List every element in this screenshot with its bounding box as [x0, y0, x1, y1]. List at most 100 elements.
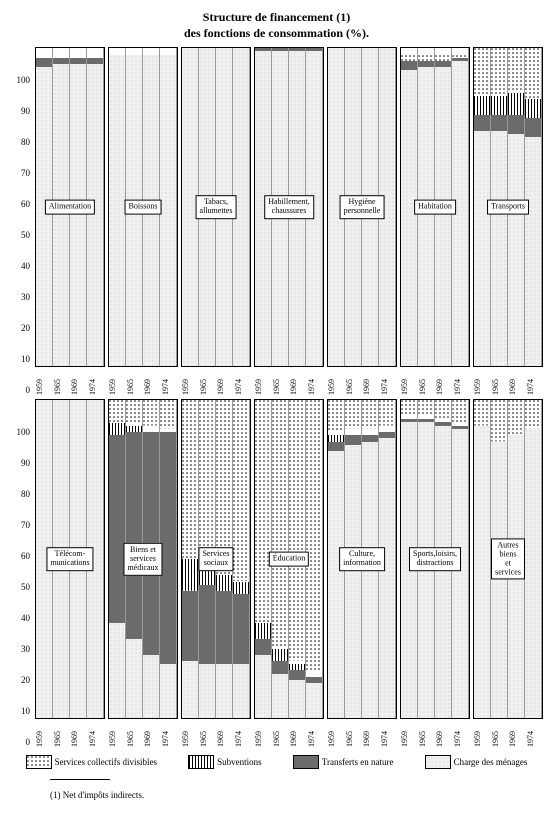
y-tick: 80	[10, 489, 30, 499]
segment-menages	[401, 70, 417, 366]
panel-label: Transports	[487, 200, 529, 215]
segment-menages	[474, 426, 490, 719]
segment-subventions	[474, 96, 490, 115]
panel: Hygiène personnelle1959196519691974	[327, 47, 397, 395]
x-tick: 1969	[70, 369, 88, 395]
y-tick: 20	[10, 675, 30, 685]
x-tick: 1974	[380, 369, 398, 395]
y-tick: 90	[10, 458, 30, 468]
panel: Tabacs, allumettes1959196519691974	[181, 47, 251, 395]
segment-services	[328, 400, 344, 432]
x-tick: 1959	[254, 369, 272, 395]
x-tick: 1965	[199, 369, 217, 395]
segment-transferts	[525, 118, 541, 137]
footnote: (1) Net d'impôts indirects.	[50, 790, 543, 800]
segment-menages	[36, 67, 52, 366]
segment-menages	[508, 134, 524, 366]
segment-transferts	[474, 115, 490, 131]
x-tick: 1965	[418, 721, 436, 747]
panel-label: Éducation	[269, 552, 309, 567]
segment-subventions	[272, 648, 288, 661]
panel: Éducation 1959196519691974	[254, 399, 324, 747]
x-tick: 1959	[108, 721, 126, 747]
panel: Sports,loisirs, distractions195919651969…	[400, 399, 470, 747]
bar	[474, 400, 491, 718]
segment-menages	[233, 664, 249, 718]
title-line1: Structure de financement (1)	[10, 10, 543, 26]
segment-menages	[126, 639, 142, 719]
x-tick: 1965	[199, 721, 217, 747]
x-labels: 1959196519691974	[254, 721, 324, 747]
segment-services	[362, 400, 378, 429]
panel-label: Tabacs, allumettes	[196, 195, 237, 219]
segment-transferts	[289, 670, 305, 680]
segment-menages	[452, 429, 468, 718]
segment-menages	[160, 664, 176, 718]
panel-label: Alimentation	[45, 200, 95, 215]
x-tick: 1974	[307, 721, 325, 747]
x-tick: 1965	[345, 369, 363, 395]
x-tick: 1965	[53, 369, 71, 395]
x-tick: 1969	[508, 721, 526, 747]
segment-subventions	[109, 422, 125, 435]
panel-label: Habillement, chaussures	[264, 195, 314, 219]
panel-label: Boissons	[125, 200, 162, 215]
bars: Biens et services médicaux	[108, 399, 178, 719]
legend-item: Transferts en nature	[293, 755, 394, 769]
legend-swatch	[26, 755, 52, 769]
segment-menages	[160, 55, 176, 367]
chart-grid: 1009080706050403020100Alimentation195919…	[10, 47, 543, 747]
x-tick: 1974	[526, 369, 544, 395]
x-labels: 1959196519691974	[327, 721, 397, 747]
x-tick: 1959	[473, 721, 491, 747]
bars: Transports	[473, 47, 543, 367]
x-tick: 1965	[272, 369, 290, 395]
panel: Habillement, chaussures1959196519691974	[254, 47, 324, 395]
bar	[233, 400, 250, 718]
segment-menages	[435, 67, 451, 366]
legend-label: Services collectifs divisibles	[55, 757, 157, 767]
panel: Services sociaux1959196519691974	[181, 399, 251, 747]
x-tick: 1974	[307, 369, 325, 395]
x-labels: 1959196519691974	[35, 369, 105, 395]
footnote-rule	[50, 779, 110, 780]
segment-services	[491, 400, 507, 441]
x-tick: 1959	[400, 721, 418, 747]
x-labels: 1959196519691974	[108, 721, 178, 747]
x-labels: 1959196519691974	[400, 369, 470, 395]
segment-transferts	[272, 661, 288, 674]
segment-services	[199, 400, 215, 565]
y-tick: 100	[10, 75, 30, 85]
x-tick: 1969	[143, 721, 161, 747]
x-tick: 1969	[143, 369, 161, 395]
panel: Boissons1959196519691974	[108, 47, 178, 395]
x-tick: 1959	[327, 721, 345, 747]
segment-menages	[474, 131, 490, 366]
segment-menages	[143, 655, 159, 719]
bars: Autres biens et services	[473, 399, 543, 719]
y-tick: 20	[10, 323, 30, 333]
x-tick: 1974	[161, 721, 179, 747]
bars: Hygiène personnelle	[327, 47, 397, 367]
panel-label: Télécom- munications	[46, 547, 93, 571]
segment-menages	[306, 683, 322, 718]
x-tick: 1974	[453, 369, 471, 395]
segment-services	[126, 400, 142, 422]
segment-services	[272, 400, 288, 648]
segment-transferts	[216, 591, 232, 664]
y-tick: 60	[10, 551, 30, 561]
x-tick: 1965	[126, 721, 144, 747]
x-tick: 1959	[327, 369, 345, 395]
segment-services	[182, 400, 198, 559]
panel-label: Hygiène personnelle	[340, 195, 385, 219]
y-tick: 0	[10, 737, 30, 747]
x-labels: 1959196519691974	[35, 721, 105, 747]
legend-swatch	[188, 755, 214, 769]
segment-services	[401, 400, 417, 416]
y-tick: 90	[10, 106, 30, 116]
segment-menages	[525, 137, 541, 366]
segment-transferts	[328, 442, 344, 452]
segment-services	[474, 400, 490, 425]
x-labels: 1959196519691974	[400, 721, 470, 747]
segment-menages	[199, 664, 215, 718]
